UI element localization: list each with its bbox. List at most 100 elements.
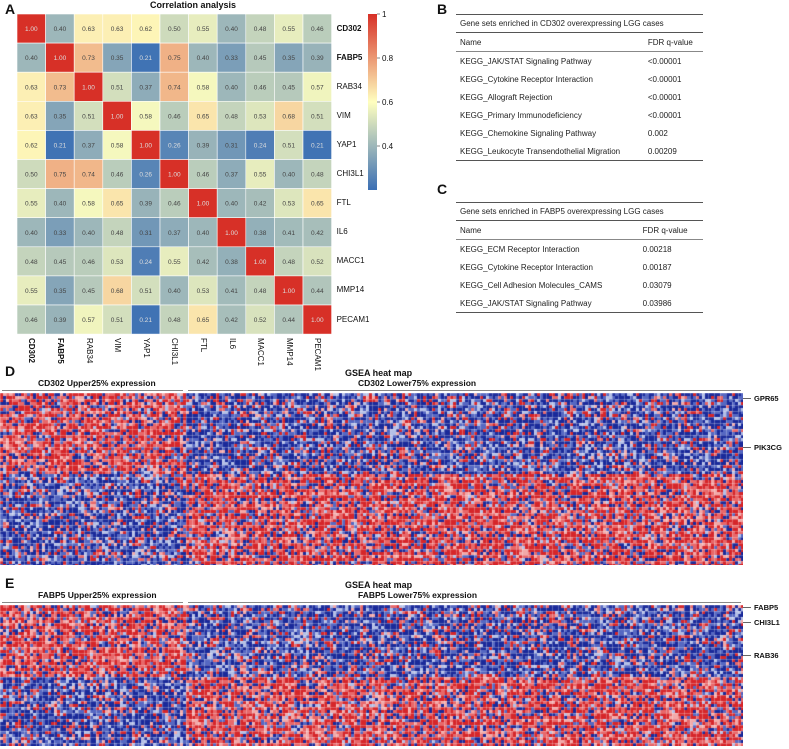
corr-row-label: FTL [336,198,351,208]
corr-value: 0.68 [111,288,124,295]
corr-cell [131,159,161,189]
corr-value: 0.51 [111,84,124,91]
corr-value: 0.65 [197,113,210,120]
corr-value: 0.40 [225,201,238,208]
colorbar [368,14,377,190]
table-row: KEGG_Chemokine Signaling Pathway [460,128,597,138]
gene-tick [743,655,751,656]
corr-value: 0.51 [282,142,295,149]
corr-value: 0.48 [225,113,238,120]
corr-value: 0.52 [254,317,267,324]
corr-value: 0.39 [54,317,67,324]
corr-value: 0.37 [225,172,238,179]
corr-cell [131,42,161,73]
corr-cell [16,13,46,44]
heatmap-e-title: GSEA heat map [345,580,413,590]
table-cell-fdr: <0.00001 [647,74,682,84]
heatmap-e-group-low: FABP5 Lower75% expression [358,590,478,600]
corr-cell [102,304,132,335]
table-row: KEGG_ECM Receptor Interaction [460,244,580,254]
corr-value: 0.39 [139,201,152,208]
corr-cell [45,275,75,306]
table-cell-fdr: <0.00001 [647,92,682,102]
corr-value: 0.63 [25,113,38,120]
corr-col-label: CHI3L1 [170,338,180,366]
heatmap-d-bracket-high [2,390,183,391]
corr-value: 0.40 [25,230,38,237]
corr-value: 0.46 [254,84,267,91]
corr-value: 0.55 [25,201,38,208]
colorbar-tick: 0.8 [382,54,394,63]
corr-cell [102,159,132,189]
corr-cell [45,13,75,44]
corr-value: 0.21 [139,55,152,62]
colorbar-tick: 1 [382,10,387,19]
corr-value: 1.00 [254,259,267,266]
corr-value: 0.74 [82,172,95,179]
corr-row-label: FABP5 [336,52,363,62]
corr-value: 0.35 [282,55,295,62]
corr-cell [102,217,132,248]
corr-row-label: IL6 [336,227,348,237]
corr-cell [302,304,332,335]
corr-value: 0.35 [54,113,67,120]
corr-value: 0.50 [25,172,38,179]
corr-value: 0.26 [168,142,181,149]
corr-value: 0.40 [282,172,295,179]
corr-cell [159,42,189,73]
corr-cell [274,275,304,306]
gene-tick [743,447,751,448]
corr-value: 0.57 [82,317,95,324]
corr-row-label: CHI3L1 [336,169,364,179]
corr-row-label: VIM [336,110,351,120]
table-cell-fdr: 0.00187 [642,262,672,272]
corr-cell [188,130,218,160]
corr-cell [216,42,247,73]
corr-value: 1.00 [139,142,152,149]
table-cell-fdr: <0.00001 [647,56,682,66]
corr-value: 0.75 [54,172,67,179]
colorbar-tick: 0.6 [382,98,394,107]
corr-value: 0.39 [311,55,324,62]
heatmap-e-gene-label: RAB36 [754,651,779,660]
table-cell-fdr: 0.00209 [643,142,703,161]
corr-value: 1.00 [82,84,95,91]
corr-col-label: FTL [198,338,208,353]
corr-value: 0.53 [282,201,295,208]
corr-value: 0.46 [168,113,181,120]
corr-value: 0.21 [139,317,152,324]
corr-value: 0.51 [111,317,124,324]
corr-cell [188,275,218,306]
heatmap-d-bracket-low [188,390,741,391]
corr-value: 0.40 [168,288,181,295]
corr-cell [159,13,189,44]
corr-cell [188,71,218,102]
corr-value: 0.35 [54,288,67,295]
corr-col-label: RAB34 [84,338,94,364]
corr-value: 0.40 [225,26,238,33]
corr-value: 0.46 [311,26,324,33]
corr-row-label: PECAM1 [336,314,370,324]
corr-cell [45,246,75,277]
corr-value: 0.48 [111,230,124,237]
corr-cell [188,217,218,248]
corr-value: 0.63 [25,84,38,91]
corr-value: 0.55 [282,26,295,33]
heatmap-e-gene-label: CHI3L1 [754,618,780,627]
corr-cell [302,71,332,102]
corr-value: 0.45 [282,84,295,91]
corr-value: 0.33 [54,230,67,237]
table-row: KEGG_Cell Adhesion Molecules_CAMS [460,280,603,290]
corr-cell [131,130,161,160]
corr-value: 0.33 [225,55,238,62]
heatmap-d-group-high: CD302 Upper25% expression [38,378,156,388]
corr-cell [245,71,275,102]
corr-cell [73,130,104,160]
corr-value: 0.50 [168,26,181,33]
corr-value: 0.42 [311,230,324,237]
corr-cell [131,246,161,277]
corr-value: 0.55 [254,172,267,179]
corr-value: 0.48 [168,317,181,324]
corr-cell [73,304,104,335]
corr-value: 0.37 [82,142,95,149]
